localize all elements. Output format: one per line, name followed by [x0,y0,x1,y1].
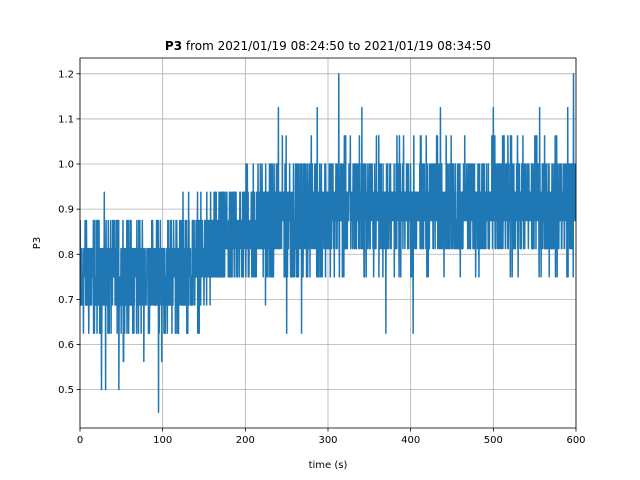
y-tick-label: 1.2 [58,69,74,80]
y-tick-label: 0.7 [58,295,74,306]
x-tick-label: 300 [318,435,337,446]
y-tick-label: 0.5 [58,385,74,396]
y-tick-label: 1.0 [58,160,74,171]
y-tick-label: 0.6 [58,340,74,351]
x-axis: 0 100 200 300 400 500 600 [77,428,586,446]
y-axis-label: P3 [32,237,43,249]
chart-title: P3 from 2021/01/19 08:24:50 to 2021/01/1… [165,39,491,53]
x-tick-label: 400 [401,435,420,446]
x-tick-label: 200 [236,435,255,446]
y-tick-label: 0.9 [58,205,74,216]
x-tick-label: 600 [566,435,585,446]
chart-title-rest: from 2021/01/19 08:24:50 to 2021/01/19 0… [182,39,491,53]
chart-title-bold: P3 [165,39,182,53]
x-axis-label: time (s) [309,460,348,471]
x-tick-label: 0 [77,435,83,446]
x-tick-label: 500 [484,435,503,446]
y-tick-label: 0.8 [58,250,74,261]
series-line-p3 [80,73,576,413]
y-axis: 0.5 0.6 0.7 0.8 0.9 1.0 1.1 1.2 [58,69,80,396]
x-tick-label: 100 [153,435,172,446]
y-tick-label: 1.1 [58,114,74,125]
plot-area [80,73,576,413]
